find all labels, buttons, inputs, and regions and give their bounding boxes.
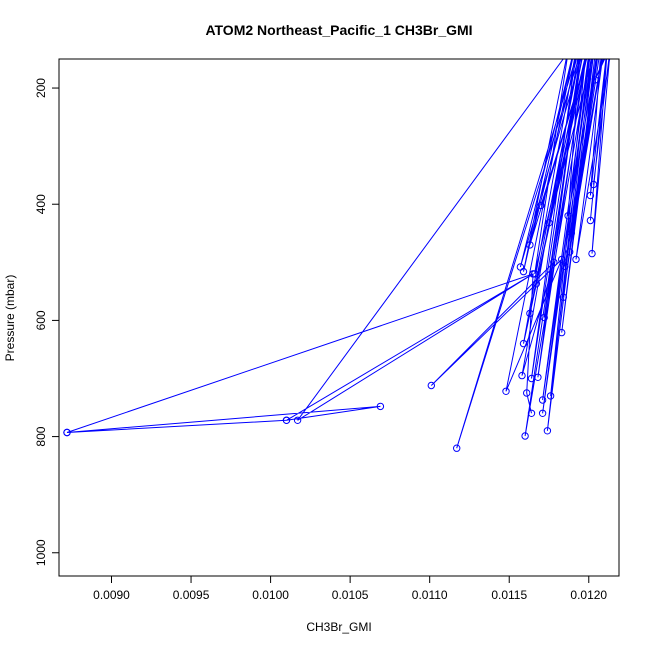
data-point — [453, 444, 461, 452]
data-point — [502, 387, 510, 395]
data-point — [282, 416, 291, 424]
x-tick-label: 0.0115 — [491, 588, 527, 602]
data-point — [527, 409, 536, 417]
data-point — [376, 402, 385, 411]
x-axis-label: CH3Br_GMI — [306, 620, 371, 634]
data-point — [558, 328, 566, 337]
series-layer — [63, 59, 611, 452]
data-point — [526, 309, 534, 318]
x-axis: 0.0090 0.0095 0.0100 0.0105 0.0110 0.0115 0.01… — [93, 576, 607, 602]
data-point — [523, 389, 531, 397]
data-point — [591, 76, 599, 84]
x-tick-label: 0.0100 — [252, 588, 289, 602]
data-point — [543, 427, 552, 435]
data-point — [546, 392, 555, 400]
data-point — [534, 373, 542, 381]
data-point — [566, 248, 574, 256]
y-tick-label: 800 — [34, 426, 48, 446]
y-tick-label: 400 — [34, 194, 48, 214]
data-point — [63, 428, 71, 437]
data-point — [572, 255, 580, 264]
data-point — [561, 262, 569, 271]
data-point — [293, 416, 302, 424]
data-point — [558, 255, 566, 264]
x-tick-label: 0.0120 — [570, 588, 607, 602]
y-axis: 200 400 600 800 1000 — [34, 78, 59, 566]
data-point — [540, 313, 548, 322]
data-point — [564, 212, 572, 220]
data-point — [559, 293, 567, 301]
data-point — [532, 280, 540, 288]
data-point — [588, 249, 596, 258]
data-point — [521, 432, 529, 440]
data-point — [538, 396, 547, 404]
data-point — [427, 381, 435, 390]
y-tick-label: 200 — [34, 78, 48, 98]
data-point — [550, 258, 558, 266]
data-point — [545, 219, 553, 227]
data-point — [589, 180, 598, 189]
x-tick-label: 0.0095 — [173, 588, 210, 602]
series-line — [66, 59, 611, 449]
data-point — [586, 216, 595, 225]
data-point — [519, 267, 528, 276]
y-axis-label: Pressure (mbar) — [3, 275, 17, 362]
data-point — [586, 191, 595, 200]
y-tick-label: 1000 — [34, 539, 48, 566]
data-point — [519, 339, 528, 348]
data-point — [518, 371, 526, 380]
data-point — [537, 201, 545, 210]
x-tick-label: 0.0090 — [93, 588, 130, 602]
data-point — [567, 229, 575, 238]
data-point — [538, 409, 547, 417]
y-tick-label: 600 — [34, 310, 48, 330]
chart-title: ATOM2 Northeast_Pacific_1 CH3Br_GMI — [205, 22, 472, 38]
x-tick-label: 0.0105 — [332, 588, 369, 602]
x-tick-label: 0.0110 — [412, 588, 448, 602]
data-point — [529, 270, 537, 278]
data-point — [526, 241, 534, 249]
plot-frame — [58, 58, 620, 577]
